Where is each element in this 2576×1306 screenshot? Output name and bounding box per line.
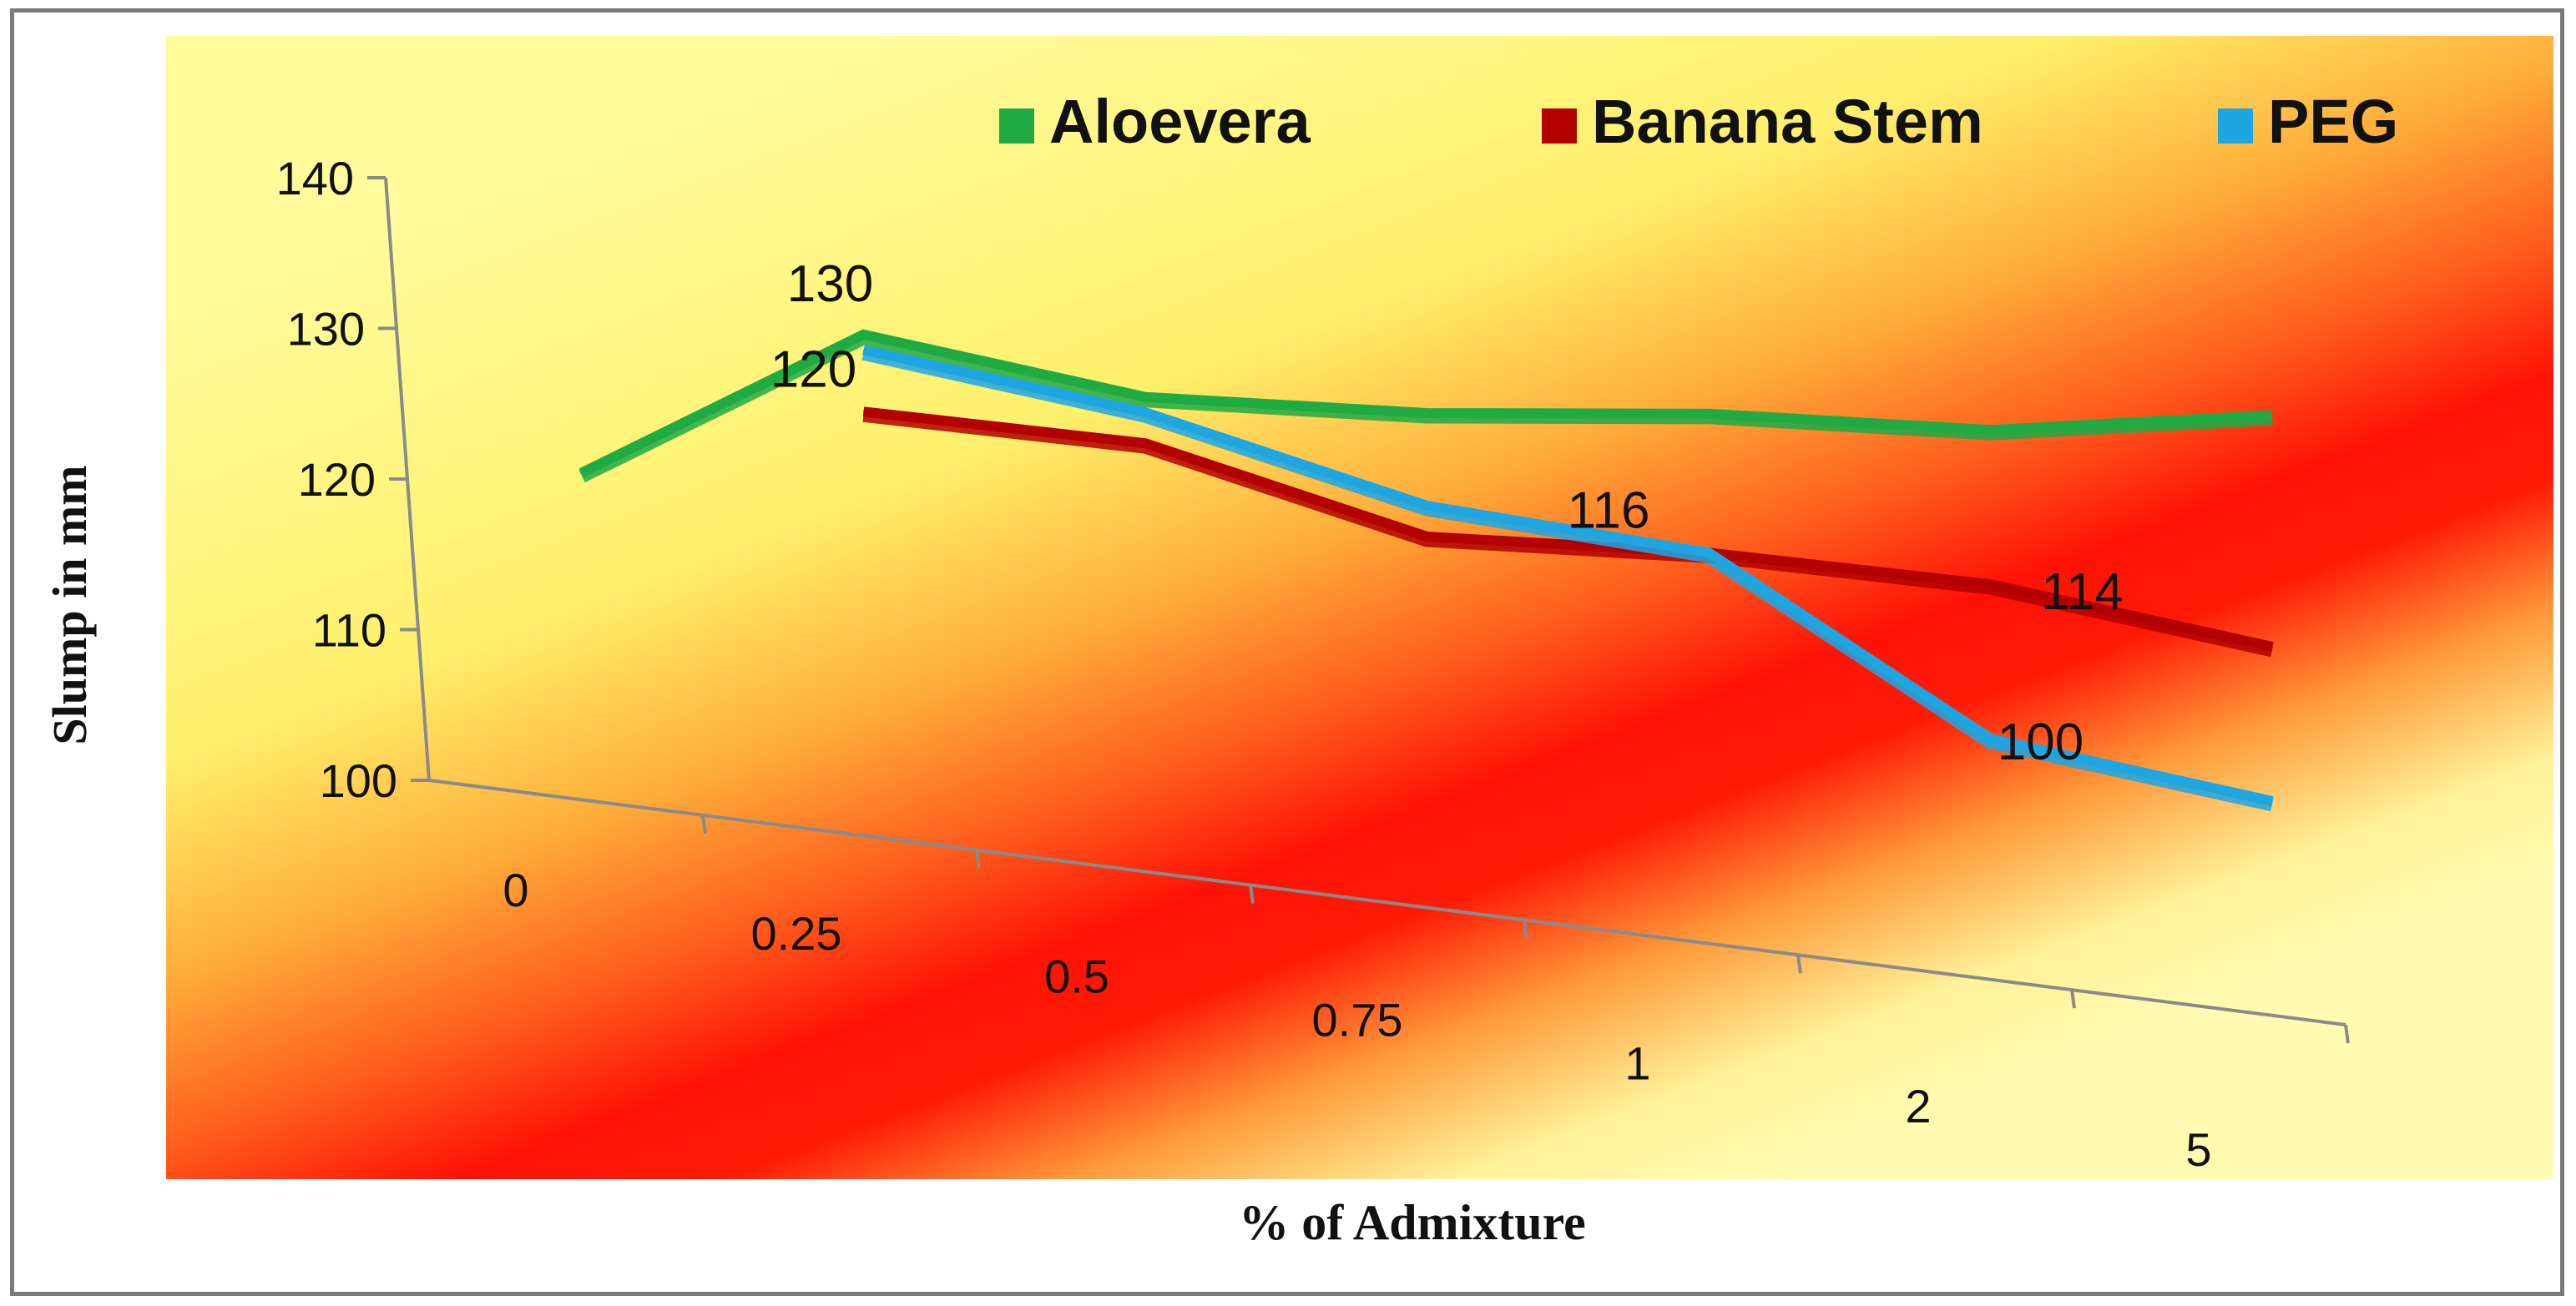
series-line-banana-stem [862,406,2274,652]
x-axis-label: % of Admixture [1239,1195,1586,1250]
series-lines [578,329,2274,812]
data-label: 130 [787,255,873,313]
data-point [1144,411,1146,413]
data-label: 120 [770,340,856,398]
x-tick-label: 0.5 [1044,951,1109,1003]
data-labels: 130 120 116 114 100 [770,255,2124,771]
x-tick [1249,885,1255,904]
x-tick [2070,989,2076,1009]
data-point [1708,552,1710,553]
x-tick-label: 1 [1624,1036,1650,1089]
x-tick-label: 5 [2185,1123,2211,1176]
legend-label: Banana Stem [1592,87,1983,156]
data-point [1144,442,1146,444]
x-tick-label: 0.75 [1312,994,1403,1046]
data-point [863,411,864,412]
data-point [2271,415,2273,416]
legend-swatch [2218,108,2253,144]
y-axis-label: Slump in mm [43,465,97,744]
y-tick-label: 130 [287,303,365,355]
legend-swatch [1542,108,1577,144]
x-tick [1796,955,1802,974]
data-point [2271,646,2273,648]
data-label: 116 [1568,482,1650,539]
x-tick [2344,1024,2350,1044]
y-tick-label: 140 [276,152,354,204]
x-tick-label: 2 [1905,1080,1931,1132]
axes: 100 110 120 130 140 0 0.25 0.5 0.75 1 2 5 [276,152,2350,1176]
data-point [2271,800,2273,802]
line-chart: Aloevera Banana Stem PEG 100 110 120 130 140 0 0… [43,36,2553,1250]
data-point [1708,413,1710,415]
data-point [863,334,864,335]
y-tick-label: 110 [312,604,386,657]
x-tick [975,850,981,869]
chart-frame: Aloevera Banana Stem PEG 100 110 120 130 140 0 0… [10,8,2564,1296]
x-tick-label: 0.25 [751,907,842,960]
legend-label: Aloevera [1049,87,1311,156]
legend-swatch [999,108,1034,144]
y-tick-label: 120 [298,453,376,506]
data-point [1990,583,1991,585]
x-axis-line [428,779,2346,1026]
x-tick-label: 0 [503,864,528,916]
x-tick [1523,920,1528,939]
y-tick-label: 100 [320,754,397,807]
legend-label: PEG [2268,87,2398,156]
series-line-peg [862,345,2274,806]
legend: Aloevera Banana Stem PEG [999,87,2398,156]
data-point [1990,429,1991,431]
data-point [581,472,583,473]
data-label: 114 [2041,563,2124,621]
x-tick [701,814,707,835]
data-label: 100 [1998,714,2084,771]
plot-background [166,36,2553,1179]
data-point [1144,396,1146,398]
